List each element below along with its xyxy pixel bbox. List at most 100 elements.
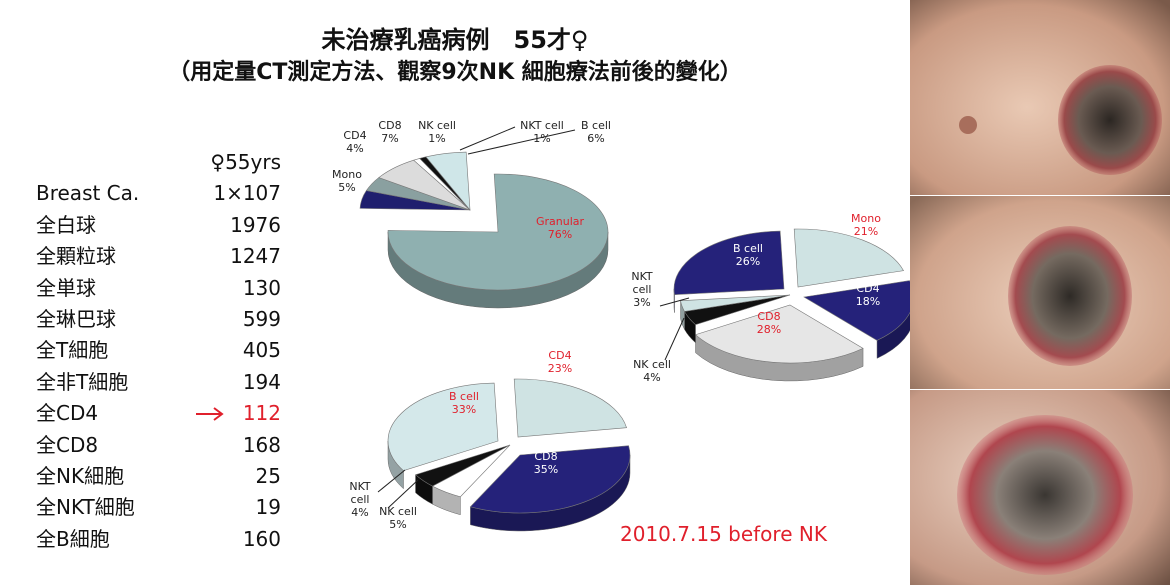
table-row: 全白球 1976 <box>36 210 286 241</box>
table-row: 全B細胞 160 <box>36 524 286 555</box>
slice-percent: 1% <box>428 132 445 145</box>
table-row: 全CD8 168 <box>36 430 286 461</box>
row-value: 25 <box>255 463 281 488</box>
row-label: 全顆粒球 <box>36 244 116 269</box>
pie-chart-3: CD4 23% CD8 35% NK cell 5% NKT cell 4% B cell 33% <box>349 349 631 532</box>
slice-label: NK cell 1% <box>418 119 456 145</box>
table-row: Breast Ca. 1×107 <box>36 178 286 209</box>
table-row: 全T細胞 405 <box>36 335 286 366</box>
pie-slice-b-cell <box>425 151 471 211</box>
row-value: 112 <box>242 401 281 426</box>
row-value: 1976 <box>230 212 281 237</box>
row-label: 全NK細胞 <box>36 463 125 488</box>
pie-slice-b-cell <box>387 382 499 472</box>
table-row: 全顆粒球 1247 <box>36 241 286 272</box>
row-value: 160 <box>242 526 281 551</box>
slice-percent: 3% <box>633 296 650 309</box>
row-value: 1×107 <box>213 181 281 206</box>
pie-slice-granular <box>387 173 609 291</box>
slice-percent: 6% <box>587 132 604 145</box>
row-value: 19 <box>255 495 281 520</box>
patient-photo-3 <box>910 390 1170 585</box>
slice-label: NK cell 4% <box>633 358 671 384</box>
row-label: 全NKT細胞 <box>36 495 135 520</box>
slice-percent: 26% <box>736 255 760 268</box>
row-label: Breast Ca. <box>36 181 140 206</box>
row-value: 130 <box>242 275 281 300</box>
slice-label: B cell 26% <box>733 242 763 268</box>
slice-label: NKT cell 4% <box>349 480 371 519</box>
row-value: 1247 <box>230 244 281 269</box>
table-row-highlighted: 全CD4 112 <box>36 398 286 429</box>
slice-percent: 5% <box>338 181 355 194</box>
slice-label: Granular 76% <box>536 215 585 241</box>
pie-slice-cd4 <box>513 378 627 438</box>
slice-percent: 4% <box>346 142 363 155</box>
pie-slice-b-cell <box>673 230 785 295</box>
leader-line <box>459 126 516 151</box>
slice-label: NKT cell 3% <box>631 270 653 309</box>
table-header-row: ♀55yrs <box>36 147 286 178</box>
row-label: 全白球 <box>36 212 96 237</box>
slice-label: CD8 35% <box>534 450 558 476</box>
slice-percent: 5% <box>389 518 406 531</box>
leader-line <box>387 479 419 509</box>
row-label: 全単球 <box>36 275 96 300</box>
slice-label: Mono 5% <box>332 168 362 194</box>
row-value: 405 <box>242 338 281 363</box>
slice-label: NKT cell 1% <box>520 119 564 145</box>
table-row: 全NK細胞 25 <box>36 461 286 492</box>
slice-percent: 4% <box>351 506 368 519</box>
slice-percent: 21% <box>854 225 878 238</box>
row-value: 168 <box>242 432 281 457</box>
leader-line <box>377 469 406 493</box>
slice-label: Mono 21% <box>851 212 881 238</box>
row-label: 全琳巴球 <box>36 306 116 331</box>
slice-label: NK cell 5% <box>379 505 417 531</box>
row-value: 599 <box>242 306 281 331</box>
slice-label: B cell 33% <box>449 390 479 416</box>
slice-percent: 18% <box>856 295 880 308</box>
pie-chart-2: Mono 21% CD4 18% CD8 28% NK cell 4% NKT cell 3% B c… <box>631 212 910 384</box>
leader-line <box>659 297 690 307</box>
slice-percent: 76% <box>548 228 572 241</box>
slice-percent: 33% <box>452 403 476 416</box>
row-label: 全B細胞 <box>36 526 110 551</box>
slice-percent: 1% <box>533 132 550 145</box>
photo-image <box>910 0 1170 195</box>
pie-slice-cd4 <box>803 280 910 341</box>
table-row: 全NKT細胞 19 <box>36 492 286 523</box>
pie-charts: Granular 76% Mono 5% CD4 4% CD8 7% NK cell 1% NKT … <box>332 119 910 532</box>
row-value: 194 <box>242 369 281 394</box>
slice-percent: 28% <box>757 323 781 336</box>
row-label: 全CD8 <box>36 432 99 457</box>
slice-percent: 4% <box>643 371 660 384</box>
slice-percent: 35% <box>534 463 558 476</box>
slice-percent: 7% <box>381 132 398 145</box>
pie-slice-cd8 <box>469 445 631 514</box>
table-row: 全琳巴球 599 <box>36 304 286 335</box>
slice-label: CD8 28% <box>757 310 781 336</box>
slice-label: B cell 6% <box>581 119 611 145</box>
page-title: 未治療乳癌病例 55才♀ <box>321 26 589 54</box>
photo-image <box>910 196 1170 389</box>
table-row: 全単球 130 <box>36 273 286 304</box>
page-subtitle: （用定量CT測定方法、觀察9次NK 細胞療法前後的變化） <box>168 60 742 85</box>
table-header-value: ♀55yrs <box>210 150 281 174</box>
slice-label: CD8 7% <box>378 119 401 145</box>
patient-photo-1 <box>910 0 1170 195</box>
leader-line <box>467 129 576 155</box>
table-row: 全非T細胞 194 <box>36 367 286 398</box>
patient-photo-2 <box>910 196 1170 389</box>
row-label: 全非T細胞 <box>36 369 129 394</box>
slice-label: CD4 23% <box>548 349 572 375</box>
date-caption: 2010.7.15 before NK <box>620 522 827 546</box>
photo-image <box>910 390 1170 585</box>
leader-line <box>664 317 685 361</box>
slice-percent: 23% <box>548 362 572 375</box>
slice-label: CD4 18% <box>856 282 880 308</box>
pie-chart-1: Granular 76% Mono 5% CD4 4% CD8 7% NK cell 1% NKT … <box>332 119 611 309</box>
pie-slice-mono <box>793 228 904 288</box>
arrow-right-icon <box>196 407 224 421</box>
row-label: 全CD4 <box>36 401 99 426</box>
